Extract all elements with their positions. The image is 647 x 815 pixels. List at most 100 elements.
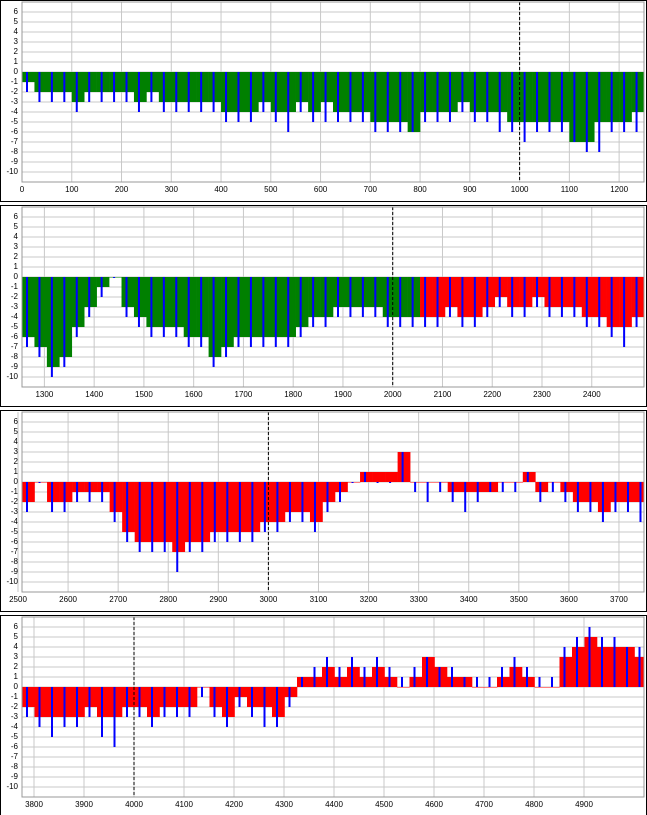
y-tick-label: -3	[11, 507, 19, 516]
spike	[436, 277, 439, 327]
spike	[162, 277, 165, 337]
spike	[301, 677, 303, 687]
area-step	[444, 72, 458, 112]
area-step	[322, 482, 336, 502]
spike	[635, 72, 638, 132]
spike	[238, 482, 241, 542]
x-tick-label: 0	[20, 185, 25, 194]
x-tick-label: 2700	[109, 595, 127, 604]
spike	[501, 667, 503, 687]
spike	[263, 687, 266, 727]
x-tick-label: 200	[115, 185, 129, 194]
x-tick-label: 4400	[325, 800, 343, 809]
x-tick-label: 1000	[511, 185, 529, 194]
spike	[498, 277, 501, 307]
x-tick-label: 1900	[334, 390, 352, 399]
spike	[363, 667, 366, 687]
spike	[638, 647, 641, 687]
y-tick-label: -6	[11, 742, 19, 751]
area-step	[147, 687, 160, 717]
area-step	[333, 277, 346, 307]
area-step	[407, 277, 421, 317]
x-tick-label: 4300	[275, 800, 293, 809]
area-step	[272, 687, 285, 717]
x-tick-label: 700	[364, 185, 378, 194]
area-step	[222, 687, 235, 717]
spike	[476, 482, 479, 502]
area-step	[609, 647, 623, 687]
area-step	[597, 647, 610, 687]
x-tick-label: 3400	[460, 595, 478, 604]
x-tick-label: 800	[413, 185, 427, 194]
spike	[451, 482, 454, 502]
area-step	[196, 72, 209, 102]
spike	[237, 277, 240, 347]
spike	[38, 687, 41, 727]
area-step	[385, 472, 398, 482]
spike	[414, 482, 417, 492]
spike	[411, 277, 414, 327]
area-step	[270, 277, 284, 337]
spike	[201, 687, 203, 697]
area-step	[84, 277, 97, 307]
spike	[287, 277, 290, 347]
spike	[212, 277, 215, 367]
spike	[301, 482, 304, 522]
area-step	[497, 482, 511, 483]
area-step	[84, 482, 98, 492]
area-step	[494, 277, 508, 297]
area-step	[122, 687, 135, 707]
area-step	[197, 482, 211, 542]
spike	[339, 482, 342, 502]
y-tick-label: 3	[14, 242, 19, 251]
spike	[364, 472, 367, 482]
area-step	[197, 687, 210, 688]
spike	[461, 277, 464, 327]
spike	[476, 677, 478, 687]
area-step	[547, 482, 561, 483]
spike	[75, 72, 78, 112]
spike	[523, 277, 526, 317]
spike	[610, 72, 613, 132]
area-step	[245, 277, 259, 337]
plot	[22, 627, 644, 747]
spike	[560, 277, 563, 317]
area-step	[347, 482, 361, 483]
y-tick-label: -4	[11, 722, 19, 731]
spike	[399, 277, 402, 327]
spike	[573, 72, 576, 142]
area-step	[109, 482, 123, 512]
area-step	[606, 277, 620, 327]
area-step	[59, 482, 73, 502]
spike	[263, 482, 266, 532]
area-step	[397, 687, 410, 688]
x-tick-label: 1100	[561, 185, 579, 194]
spike	[601, 482, 604, 522]
spike	[411, 72, 414, 132]
area-step	[46, 277, 60, 367]
area-step	[434, 667, 448, 687]
area-step	[522, 677, 535, 687]
y-tick-label: 4	[14, 437, 19, 446]
y-tick-label: -8	[11, 352, 19, 361]
area-step	[59, 72, 73, 92]
area-step	[357, 277, 371, 307]
spike	[312, 72, 315, 122]
spike	[299, 277, 302, 337]
spike	[188, 482, 191, 552]
x-tick-label: 3900	[75, 800, 93, 809]
spike	[461, 72, 464, 112]
area-step	[309, 677, 323, 687]
spike	[276, 482, 279, 532]
spike	[150, 277, 153, 337]
area-step	[272, 482, 286, 522]
area-step	[309, 482, 323, 522]
area-step	[420, 277, 433, 317]
spike	[63, 687, 66, 727]
spike	[175, 277, 178, 337]
area-step	[507, 277, 520, 307]
area-step	[133, 72, 147, 102]
area-step	[397, 452, 411, 482]
